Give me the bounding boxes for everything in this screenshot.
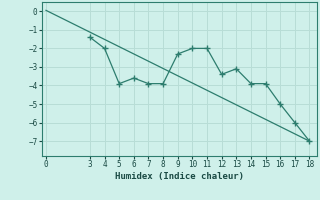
X-axis label: Humidex (Indice chaleur): Humidex (Indice chaleur)	[115, 172, 244, 181]
